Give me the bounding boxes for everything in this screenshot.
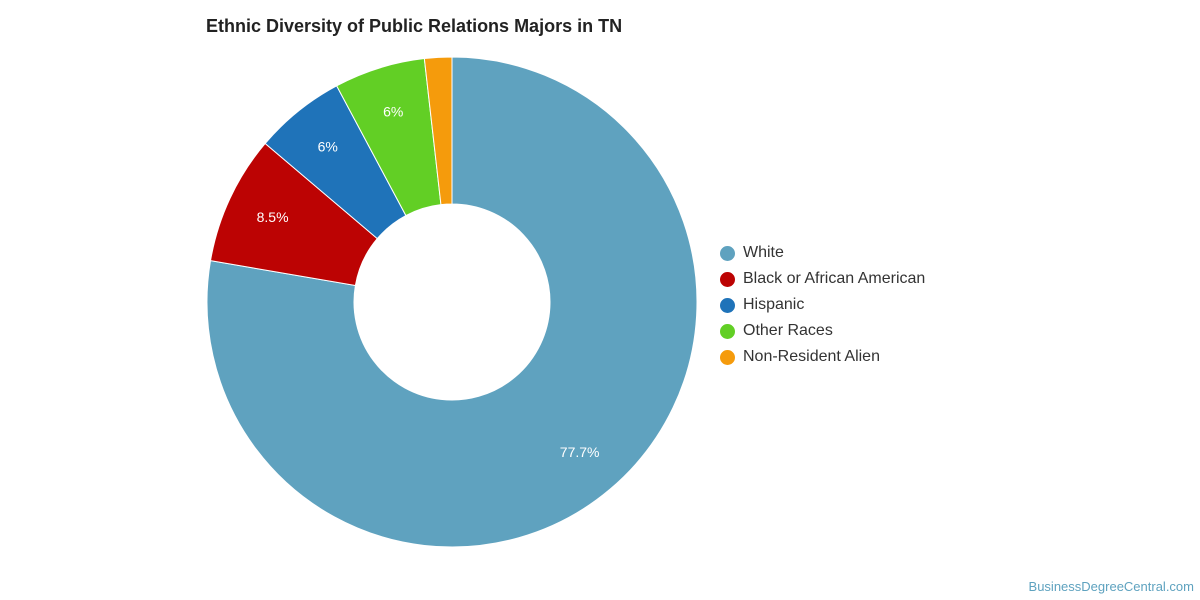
chart-title: Ethnic Diversity of Public Relations Maj…	[206, 16, 623, 36]
legend-label: Hispanic	[743, 296, 805, 313]
legend-item-black-or-african-american[interactable]: Black or African American	[720, 266, 925, 292]
legend-swatch	[720, 297, 735, 313]
legend-item-white[interactable]: White	[720, 240, 925, 266]
legend-swatch	[720, 245, 735, 261]
legend-label: White	[743, 244, 784, 261]
slice-non-resident-alien[interactable]	[423, 56, 453, 206]
data-label-hispanic: 6%	[318, 139, 338, 155]
donut-data-labels: 77.7% 8.5% 6% 6%	[257, 104, 600, 460]
donut-slices	[206, 56, 698, 548]
legend-item-hispanic[interactable]: Hispanic	[720, 292, 925, 318]
data-label-other-races: 6%	[383, 104, 403, 120]
legend-label: Black or African American	[743, 270, 926, 287]
chart-legend: White Black or African American Hispanic Ot…	[720, 240, 925, 370]
data-label-white: 77.7%	[560, 444, 600, 460]
footer-credit-link[interactable]: BusinessDegreeCentral.com	[1028, 579, 1194, 594]
data-label-black-or-african-american: 8.5%	[257, 209, 289, 225]
slice-white[interactable]	[206, 56, 698, 548]
legend-item-other-races[interactable]: Other Races	[720, 318, 925, 344]
legend-label: Non-Resident Alien	[743, 348, 880, 365]
legend-swatch	[720, 349, 735, 365]
legend-swatch	[720, 271, 735, 287]
legend-swatch	[720, 323, 735, 339]
legend-item-non-resident-alien[interactable]: Non-Resident Alien	[720, 344, 925, 370]
legend-label: Other Races	[743, 322, 833, 339]
